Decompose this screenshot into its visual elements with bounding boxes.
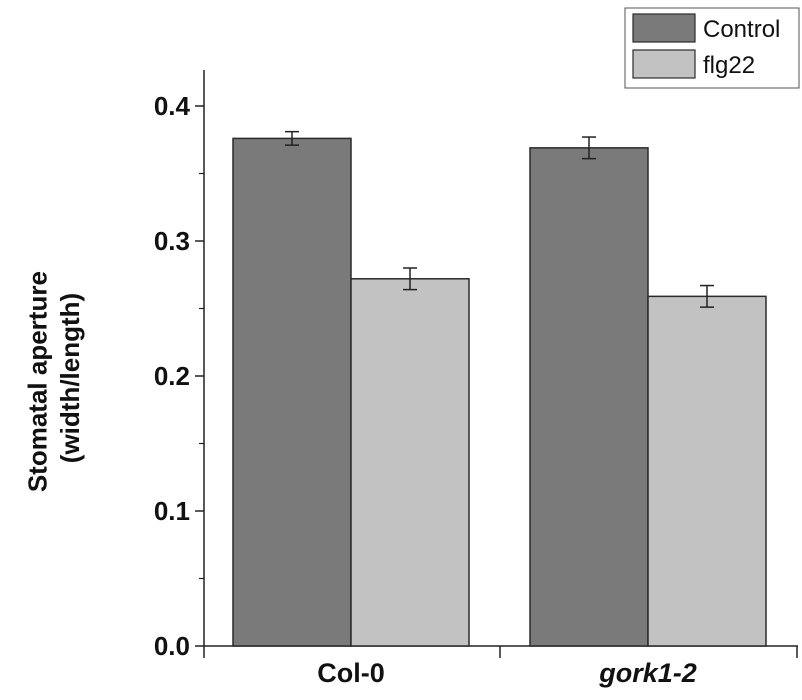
y-tick-label: 0.2 [154, 361, 190, 391]
bar-control-0 [232, 137, 352, 647]
y-tick-label: 0.3 [154, 226, 190, 256]
legend-label: flg22 [703, 52, 755, 79]
bar-control-1 [529, 147, 649, 647]
legend-label: Control [703, 16, 780, 43]
bar-flg22-0 [350, 278, 470, 647]
bar-flg22-1 [647, 295, 767, 647]
y-axis: 0.0 0.1 0.2 0.3 0.4 [154, 70, 205, 661]
y-tick-label: 0.0 [154, 631, 190, 661]
legend-swatch-flg22 [632, 49, 696, 79]
legend: Control flg22 [624, 7, 800, 89]
bars [232, 137, 767, 647]
x-axis: Col-0 gork1-2 [203, 645, 798, 688]
y-tick-label: 0.4 [154, 91, 191, 121]
x-category-label: Col-0 [317, 658, 385, 688]
legend-swatch-control [632, 13, 696, 43]
y-axis-title-line-2: (width/length) [55, 293, 85, 463]
y-axis-title-line-1: Stomatal aperture [22, 271, 52, 492]
y-tick-label: 0.1 [154, 496, 190, 526]
y-axis-title: Stomatal aperture (width/length) [22, 264, 85, 492]
error-bars [285, 130, 714, 308]
x-category-label: gork1-2 [598, 658, 697, 688]
